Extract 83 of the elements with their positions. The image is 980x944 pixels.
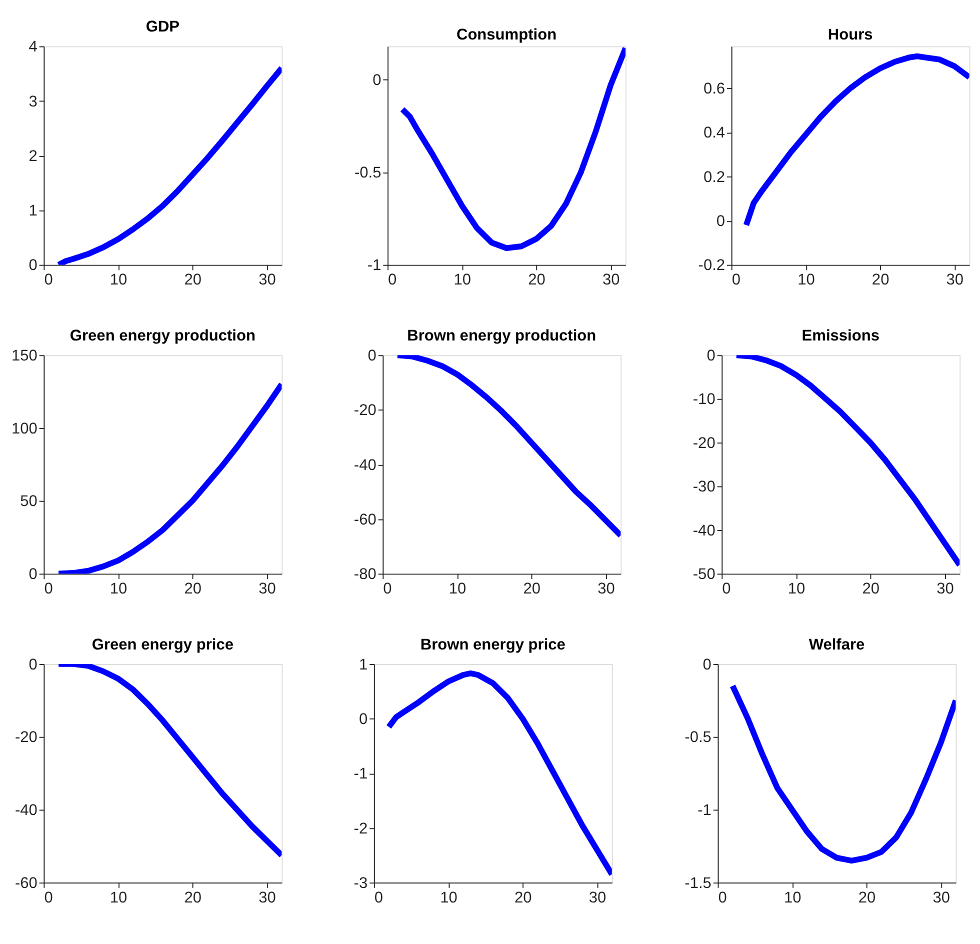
x-tick-label: 0 (732, 272, 741, 289)
y-tick-label: -60 (14, 874, 38, 892)
x-tick-label: 30 (936, 580, 954, 598)
x-tick-label: 10 (110, 580, 128, 598)
x-tick-label: 10 (110, 889, 128, 906)
x-tick-label: 30 (258, 272, 276, 289)
y-tick-label: 0 (358, 710, 368, 728)
y-tick-label: 3 (28, 93, 38, 110)
y-tick-label: 0 (28, 566, 38, 584)
x-tick-label: 10 (110, 272, 128, 289)
chart-title: Brown energy production (407, 328, 596, 345)
x-tick-label: 20 (184, 272, 202, 289)
y-tick-label: 0.6 (703, 80, 726, 98)
y-tick-label: -40 (354, 456, 377, 474)
y-tick-label: -80 (354, 566, 377, 584)
y-tick-label: 100 (11, 420, 38, 438)
x-tick-label: 10 (440, 889, 458, 906)
chart-title: Brown energy price (420, 636, 566, 654)
y-tick-label: -10 (692, 391, 716, 408)
x-tick-label: 30 (258, 580, 276, 598)
y-tick-label: 1 (358, 656, 368, 674)
x-tick-label: 0 (44, 272, 54, 289)
x-tick-label: 0 (44, 889, 54, 906)
x-tick-label: 20 (872, 272, 890, 289)
y-tick-label: 150 (11, 348, 38, 365)
x-tick-label: 30 (598, 580, 616, 598)
x-tick-label: 0 (44, 580, 54, 598)
x-tick-label: 30 (258, 889, 276, 906)
x-tick-label: 10 (448, 580, 467, 598)
y-tick-label: -1 (367, 257, 382, 274)
x-tick-label: 20 (514, 889, 532, 906)
y-tick-label: 50 (20, 493, 38, 510)
x-tick-label: 20 (858, 889, 876, 906)
y-tick-label: 0 (706, 348, 716, 365)
x-tick-label: 20 (184, 580, 202, 598)
x-tick-label: 10 (798, 272, 816, 289)
y-tick-label: -40 (692, 522, 716, 540)
chart-title: Green energy production (70, 328, 256, 345)
x-tick-label: 0 (388, 272, 398, 289)
y-tick-label: -2 (354, 820, 368, 838)
x-tick-label: 20 (862, 580, 880, 598)
x-tick-label: 10 (454, 272, 472, 289)
y-tick-label: -0.2 (698, 257, 726, 274)
y-tick-label: -1.5 (684, 874, 712, 892)
y-tick-label: 0 (716, 213, 726, 230)
chart-title: Emissions (802, 328, 880, 345)
x-tick-label: 30 (588, 889, 607, 906)
y-tick-label: -0.5 (684, 729, 712, 746)
y-tick-label: 4 (28, 38, 38, 56)
y-tick-label: 1 (28, 202, 38, 220)
x-tick-label: 0 (383, 580, 392, 598)
y-tick-label: -20 (14, 729, 38, 746)
chart-title: Hours (828, 26, 873, 44)
y-tick-label: -3 (354, 874, 368, 892)
y-tick-label: 0 (702, 656, 712, 674)
chart-title: Welfare (808, 636, 866, 654)
x-tick-label: 20 (184, 889, 202, 906)
y-tick-label: -20 (692, 434, 716, 452)
chart-title: Consumption (456, 26, 557, 44)
x-tick-label: 30 (932, 889, 950, 906)
y-tick-label: 0 (28, 656, 38, 674)
y-tick-label: 2 (28, 148, 38, 165)
y-tick-label: 0 (372, 72, 382, 89)
y-tick-label: -50 (692, 566, 716, 584)
y-tick-label: -60 (354, 511, 377, 528)
chart-title: GDP (146, 18, 180, 36)
x-tick-label: 30 (946, 272, 964, 289)
y-tick-label: 0.4 (703, 124, 726, 142)
y-tick-label: 0 (28, 257, 38, 274)
x-tick-label: 20 (523, 580, 541, 598)
x-tick-label: 30 (602, 272, 620, 289)
y-tick-label: 0 (368, 348, 377, 365)
chart-title: Green energy price (92, 636, 234, 654)
x-tick-label: 10 (784, 889, 802, 906)
x-tick-label: 20 (528, 272, 546, 289)
y-tick-label: -1 (354, 766, 368, 783)
y-tick-label: -40 (14, 802, 38, 820)
y-tick-label: -1 (698, 802, 712, 820)
y-tick-label: -30 (692, 478, 716, 496)
y-tick-label: 0.2 (703, 168, 726, 186)
y-tick-label: -20 (354, 402, 377, 420)
x-tick-label: 10 (788, 580, 806, 598)
y-tick-label: -0.5 (354, 164, 382, 182)
